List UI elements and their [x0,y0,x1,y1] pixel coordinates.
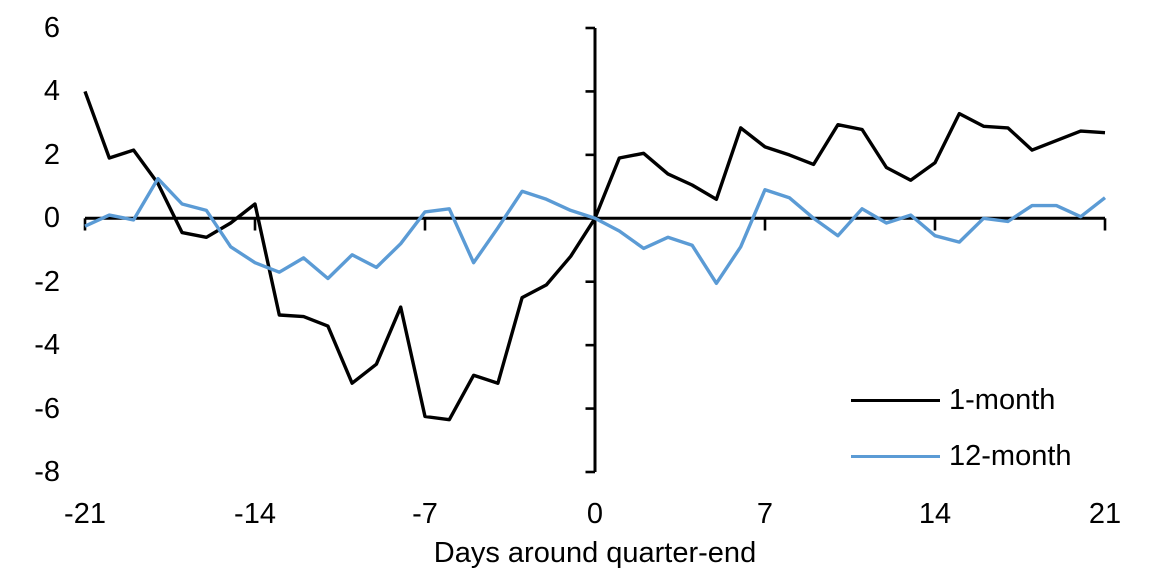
y-tick-label: 0 [43,202,60,235]
y-tick-label: -2 [34,265,60,298]
legend-swatch-1-month [851,398,940,402]
legend-item-1-month: 1-month [851,385,1055,415]
y-tick-label: 2 [43,138,60,171]
x-axis-title: Days around quarter-end [433,537,757,569]
legend-item-12-month: 12-month [851,441,1072,471]
x-tick-label: 0 [586,498,604,530]
line-series-12-month [84,176,1107,285]
x-tick-label: -14 [234,498,276,530]
x-tick-label: 7 [756,498,774,530]
y-tick-label: 4 [43,75,60,108]
y-tick-label: -6 [34,392,60,425]
x-tick-label: 14 [918,498,952,530]
legend-swatch-12-month [851,454,940,458]
y-tick-label: -8 [34,456,60,488]
y-tick-label: 6 [43,12,60,44]
x-tick-label: -7 [412,498,438,530]
x-tick-label: -21 [64,498,106,530]
legend-label-12-month: 12-month [949,440,1072,472]
x-tick-label: 21 [1088,498,1122,530]
y-tick-label: -4 [34,329,60,362]
legend-label-1-month: 1-month [949,384,1056,416]
